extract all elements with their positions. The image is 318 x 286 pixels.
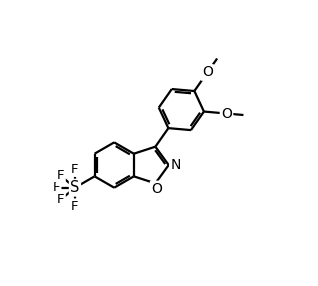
Text: F: F [52,181,60,194]
Text: F: F [71,163,79,176]
Text: O: O [202,65,213,80]
Text: N: N [170,158,181,172]
Text: F: F [71,200,79,213]
Text: F: F [57,193,65,206]
Text: O: O [151,182,162,196]
Text: O: O [221,106,232,120]
Text: S: S [70,180,80,195]
Text: F: F [57,169,65,182]
